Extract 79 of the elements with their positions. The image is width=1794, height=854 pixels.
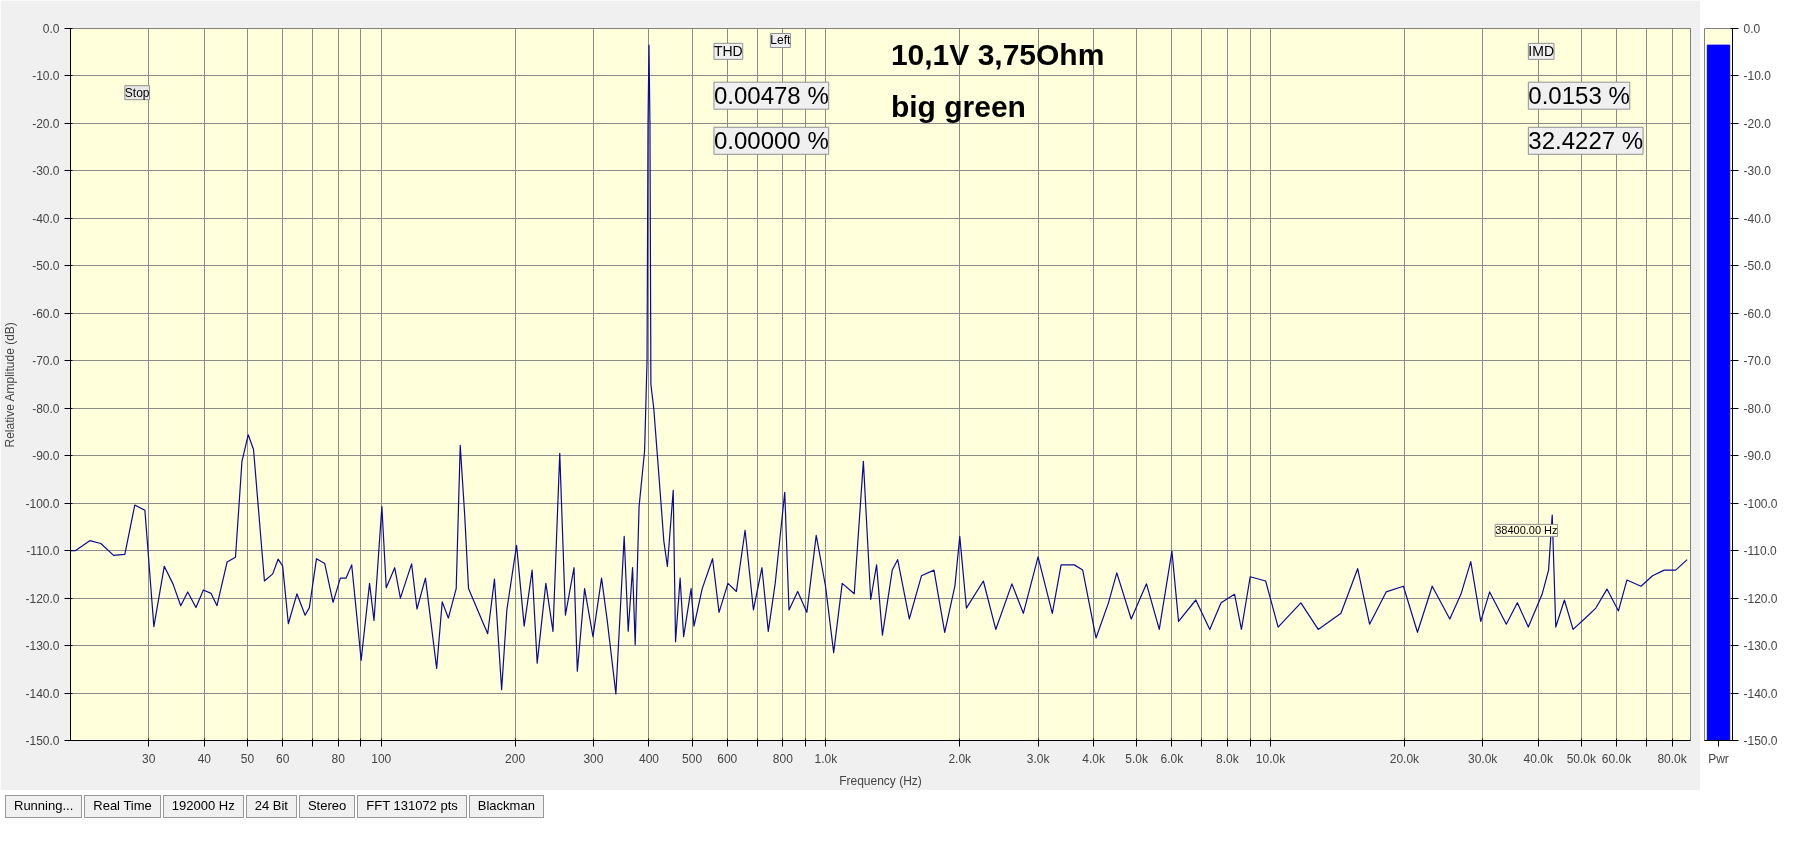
- y-tick-label: -90.0: [32, 449, 60, 464]
- y-tick-label: -70.0: [32, 354, 60, 369]
- y-tick-label: -140.0: [25, 686, 60, 701]
- x-tick-label: 800: [772, 751, 794, 766]
- annotation: 0.00000 %: [713, 127, 829, 155]
- x-tick-label: 100: [371, 751, 392, 766]
- y-tick-label: -20.0: [32, 116, 60, 131]
- x-tick-label: 2.0k: [948, 751, 973, 766]
- x-tick-label: 30: [142, 751, 156, 766]
- x-tick-label: 4.0k: [1082, 751, 1106, 766]
- annotation: 32.4227 %: [1528, 127, 1644, 155]
- text: FFT 131072 pts: [357, 795, 467, 818]
- y-tick-label: -40.0: [32, 211, 60, 226]
- y-tick-label: -10.0: [1743, 69, 1772, 84]
- annotation: 0.0153 %: [1528, 82, 1630, 110]
- x-tick-label: 50.0k: [1566, 751, 1598, 766]
- x-tick-label: 1.0k: [814, 751, 839, 766]
- y-tick-label: 0.0: [1743, 22, 1761, 36]
- x-axis-title: Frequency (Hz): [839, 773, 922, 788]
- y-axis-title: Relative Amplitude (dB): [3, 322, 18, 448]
- y-tick-label: -80.0: [32, 401, 60, 416]
- x-tick-label: 8.0k: [1216, 751, 1240, 766]
- annotation: 38400.00 Hz: [1495, 524, 1558, 537]
- y-tick-label: -40.0: [1743, 211, 1772, 226]
- x-tick-label: 80.0k: [1657, 751, 1688, 766]
- y-tick-label: 0.0: [42, 22, 60, 36]
- x-tick-label: 300: [583, 751, 604, 766]
- text: Running...: [5, 795, 83, 818]
- annotation: 0.00478 %: [713, 82, 829, 110]
- annotation: Left: [770, 33, 792, 48]
- y-tick-label: -20.0: [1743, 116, 1772, 131]
- x-tick-label: 40.0k: [1523, 751, 1554, 766]
- y-tick-label: -150.0: [1743, 734, 1778, 748]
- text: Stereo: [298, 795, 356, 818]
- x-tick-label: 200: [505, 751, 526, 766]
- y-tick-label: -120.0: [25, 591, 60, 606]
- y-tick-label: -150.0: [25, 734, 60, 748]
- y-tick-label: -100.0: [25, 496, 60, 511]
- x-tick-label: 10.0k: [1255, 751, 1287, 766]
- y-tick-label: -30.0: [1743, 164, 1772, 179]
- text: 24 Bit: [245, 795, 297, 818]
- y-tick-label: -60.0: [1743, 306, 1772, 321]
- x-tick-label: 60.0k: [1601, 751, 1633, 766]
- x-tick-label: 5.0k: [1125, 751, 1150, 766]
- text: Real Time: [84, 795, 161, 818]
- text: big green: [890, 90, 1026, 124]
- y-tick-label: -60.0: [32, 306, 60, 321]
- x-tick-label: 40: [197, 751, 212, 766]
- text: Blackman: [468, 795, 544, 818]
- y-tick-label: -80.0: [1743, 401, 1772, 416]
- y-tick-label: -50.0: [32, 259, 60, 274]
- x-tick-label: 3.0k: [1026, 751, 1051, 766]
- y-tick-label: -130.0: [1743, 639, 1778, 654]
- x-tick-label: 500: [682, 751, 703, 766]
- y-tick-label: -30.0: [32, 164, 60, 179]
- y-tick-label: -110.0: [1743, 544, 1777, 559]
- chart-title: 10,1V 3,75Ohm: [890, 38, 1105, 72]
- text: 192000 Hz: [162, 795, 244, 818]
- x-tick-label: 400: [638, 751, 660, 766]
- y-tick-label: -120.0: [1743, 591, 1778, 606]
- annotation: Stop: [124, 85, 150, 100]
- y-tick-label: -110.0: [26, 544, 60, 559]
- y-tick-label: -50.0: [1743, 259, 1772, 274]
- y-tick-label: -90.0: [1743, 449, 1772, 464]
- y-tick-label: -130.0: [25, 639, 60, 654]
- annotation: THD: [713, 43, 743, 60]
- x-tick-label: 6.0k: [1160, 751, 1185, 766]
- x-tick-label: 600: [717, 751, 738, 766]
- x-tick-label: 60: [275, 751, 290, 766]
- x-tick-label: Pwr: [1708, 751, 1729, 766]
- annotation: IMD: [1528, 43, 1555, 60]
- y-tick-label: -100.0: [1743, 496, 1778, 511]
- y-tick-label: -10.0: [32, 69, 60, 84]
- x-tick-label: 80: [331, 751, 346, 766]
- x-tick-label: 30.0k: [1468, 751, 1499, 766]
- y-tick-label: -70.0: [1743, 354, 1772, 369]
- x-tick-label: 50: [240, 751, 255, 766]
- x-tick-label: 20.0k: [1389, 751, 1421, 766]
- y-tick-label: -140.0: [1743, 686, 1778, 701]
